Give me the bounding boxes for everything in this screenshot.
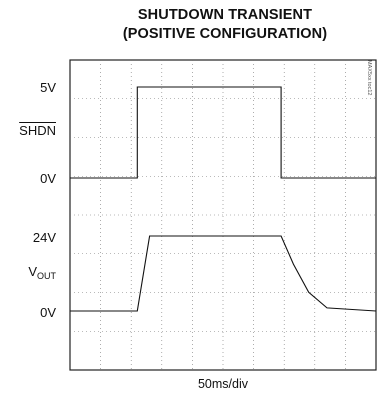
top-trace-name: SHDN [19,123,56,138]
grid [70,60,376,370]
chart-title-line2: (POSITIVE CONFIGURATION) [122,26,328,42]
top-trace-low-label: 0V [40,171,56,186]
bottom-trace-high-label: 24V [32,230,56,245]
bottom-trace-name: VOUT [0,264,56,281]
top-trace-high-label: 5V [40,80,56,95]
bottom-trace-name-sub: OUT [37,271,56,281]
bottom-trace-name-main: V [28,264,37,279]
bottom-trace-low-label: 0V [40,305,56,320]
x-axis-label: 50ms/div [197,377,249,391]
top-trace-line [70,86,376,179]
bottom-trace-line [70,235,377,312]
chart-title-line1: SHUTDOWN TRANSIENT [137,7,313,23]
